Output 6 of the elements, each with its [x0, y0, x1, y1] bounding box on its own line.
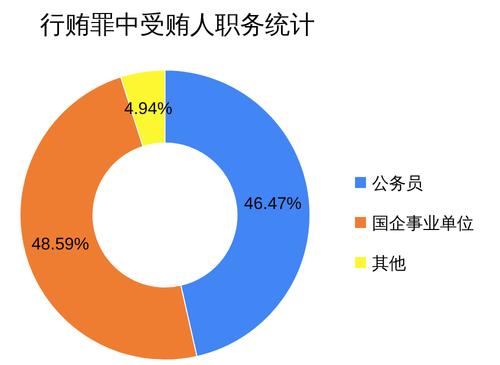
- chart-title: 行贿罪中受贿人职务统计: [40, 11, 315, 39]
- legend-label: 国企事业单位: [372, 214, 474, 233]
- legend-label: 其他: [372, 254, 406, 273]
- data-label: 48.59%: [31, 234, 90, 254]
- data-label: 46.47%: [244, 194, 302, 213]
- legend-label: 公务员: [372, 174, 423, 193]
